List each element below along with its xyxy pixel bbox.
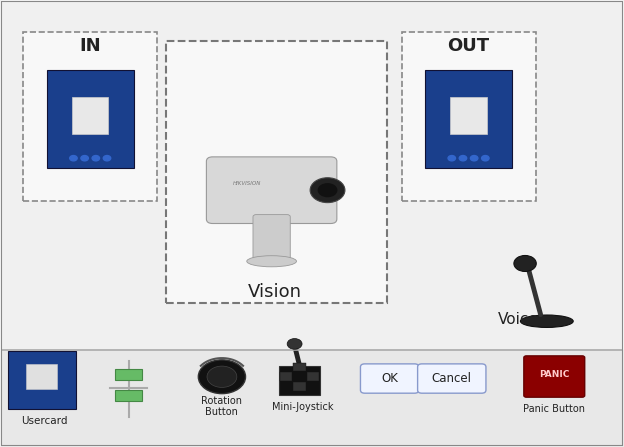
Text: Rotation
Button: Rotation Button xyxy=(202,396,242,417)
Bar xyxy=(7,351,76,409)
Text: Vision: Vision xyxy=(248,283,302,301)
Text: PANIC: PANIC xyxy=(539,370,570,379)
Bar xyxy=(26,364,57,389)
FancyBboxPatch shape xyxy=(253,215,290,261)
Circle shape xyxy=(70,156,77,161)
Bar xyxy=(451,97,487,134)
FancyBboxPatch shape xyxy=(207,157,337,224)
Bar xyxy=(293,363,306,371)
Bar xyxy=(47,70,134,168)
Circle shape xyxy=(514,256,536,271)
Text: IN: IN xyxy=(79,37,101,55)
Circle shape xyxy=(81,156,89,161)
Ellipse shape xyxy=(520,315,573,328)
Circle shape xyxy=(103,156,110,161)
Circle shape xyxy=(448,156,456,161)
Circle shape xyxy=(198,360,245,394)
FancyBboxPatch shape xyxy=(166,42,386,304)
Bar xyxy=(307,372,319,381)
Circle shape xyxy=(310,178,345,202)
FancyBboxPatch shape xyxy=(23,33,157,201)
Text: Usercard: Usercard xyxy=(22,416,68,426)
Bar xyxy=(72,97,109,134)
Ellipse shape xyxy=(246,256,296,267)
Circle shape xyxy=(207,366,237,388)
Circle shape xyxy=(92,156,100,161)
Bar xyxy=(1,350,623,446)
FancyBboxPatch shape xyxy=(524,356,585,397)
Bar xyxy=(279,366,320,395)
Circle shape xyxy=(318,183,338,197)
Circle shape xyxy=(482,156,489,161)
Text: OUT: OUT xyxy=(447,37,490,55)
Text: Panic Button: Panic Button xyxy=(524,404,585,414)
Bar xyxy=(115,369,142,380)
Text: Cancel: Cancel xyxy=(432,371,472,384)
Circle shape xyxy=(287,338,302,349)
Bar xyxy=(280,372,292,381)
Text: OK: OK xyxy=(381,371,398,384)
Bar xyxy=(293,382,306,391)
FancyBboxPatch shape xyxy=(417,364,486,393)
Text: Mini-Joystick: Mini-Joystick xyxy=(272,401,333,412)
Text: HIKVISION: HIKVISION xyxy=(233,181,261,186)
Bar xyxy=(425,70,512,168)
FancyBboxPatch shape xyxy=(361,364,419,393)
Circle shape xyxy=(459,156,467,161)
Text: Voice: Voice xyxy=(498,312,539,326)
Circle shape xyxy=(470,156,478,161)
Bar xyxy=(115,390,142,401)
FancyBboxPatch shape xyxy=(402,33,535,201)
